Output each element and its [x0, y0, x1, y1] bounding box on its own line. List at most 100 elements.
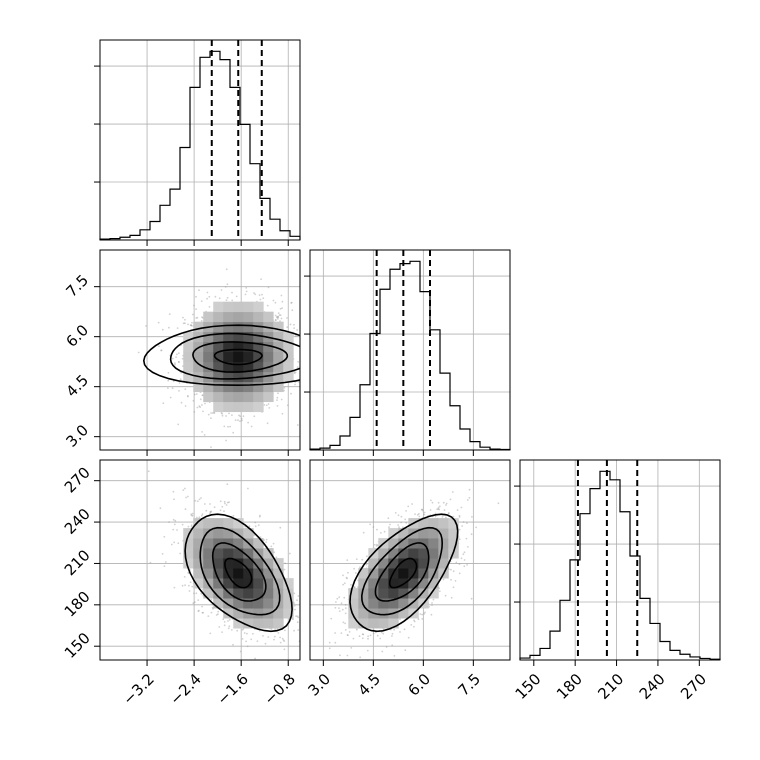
sample-point — [190, 525, 193, 528]
sample-point — [250, 425, 253, 428]
sample-point — [307, 324, 309, 326]
sample-point — [460, 557, 463, 560]
sample-point — [353, 567, 355, 570]
density-cell — [253, 598, 264, 609]
density-cell — [253, 361, 264, 373]
sample-point — [230, 629, 233, 631]
sample-point — [449, 498, 452, 501]
sample-point — [247, 421, 250, 424]
density-cell — [223, 391, 234, 403]
sample-point — [189, 581, 192, 584]
sample-point — [366, 649, 369, 652]
density-cell — [213, 528, 224, 539]
sample-point — [303, 586, 305, 588]
sample-point — [334, 632, 336, 634]
sample-point — [313, 363, 315, 365]
sample-point — [167, 371, 170, 374]
density-cell — [223, 311, 234, 323]
sample-point — [184, 508, 187, 511]
density-cell — [273, 618, 284, 629]
density-cell — [243, 568, 254, 579]
sample-point — [280, 317, 283, 320]
density-cell — [273, 588, 284, 599]
sample-point — [411, 503, 413, 505]
sample-point — [418, 512, 420, 515]
sample-point — [253, 292, 255, 294]
sample-point — [184, 487, 186, 490]
sample-point — [169, 396, 172, 399]
density-cell — [233, 558, 244, 569]
density-cell — [253, 311, 264, 323]
sample-point — [211, 412, 214, 414]
sample-point — [296, 621, 299, 624]
sample-point — [188, 584, 190, 587]
sample-point — [341, 608, 344, 611]
sample-point — [220, 289, 223, 291]
sample-point — [300, 401, 302, 403]
scatter-panel-0-1 — [94, 249, 315, 456]
sample-point — [423, 513, 426, 516]
contour-line — [192, 341, 289, 373]
sample-point — [312, 667, 314, 669]
sample-point — [179, 552, 182, 555]
density-cell — [243, 578, 254, 589]
sample-point — [221, 412, 224, 415]
sample-point — [405, 510, 407, 512]
sample-point — [184, 405, 187, 407]
density-cell — [193, 548, 204, 559]
sample-point — [201, 611, 204, 614]
density-cell — [183, 341, 194, 353]
sample-point — [447, 512, 450, 515]
sample-point — [458, 563, 461, 565]
sample-point — [376, 543, 378, 546]
contour-line — [224, 557, 253, 589]
sample-point — [404, 649, 407, 652]
sample-point — [344, 612, 347, 615]
sample-point — [184, 322, 186, 325]
sample-point — [203, 434, 206, 436]
sample-point — [430, 499, 432, 502]
density-cell — [243, 528, 254, 539]
sample-point — [369, 634, 372, 637]
density-cell — [203, 331, 214, 343]
sample-point — [187, 495, 189, 498]
sample-point — [293, 370, 296, 373]
sample-point — [418, 515, 421, 518]
density-cell — [243, 321, 254, 333]
density-cell — [223, 548, 234, 559]
density-cell — [233, 361, 244, 373]
sample-point — [184, 388, 187, 390]
sample-point — [294, 608, 296, 611]
sample-point — [442, 501, 445, 504]
density-cell — [273, 331, 284, 343]
sample-point — [219, 509, 222, 512]
sample-point — [184, 584, 187, 587]
hist-panel-0 — [94, 39, 301, 246]
sample-point — [178, 390, 180, 392]
sample-point — [466, 522, 468, 524]
density-cell — [183, 538, 194, 549]
sample-point — [174, 362, 176, 364]
sample-point — [420, 508, 423, 511]
sample-point — [380, 532, 382, 534]
density-cell — [223, 608, 234, 619]
sample-point — [258, 515, 261, 518]
sample-point — [236, 629, 239, 632]
sample-point — [301, 605, 303, 607]
sample-point — [289, 552, 291, 555]
sample-point — [231, 291, 233, 294]
density-cell — [273, 361, 284, 373]
density-cell — [183, 558, 194, 569]
sample-point — [296, 599, 298, 602]
sample-point — [193, 393, 196, 396]
density-cell — [243, 361, 254, 373]
sample-point — [198, 498, 201, 501]
sample-point — [223, 510, 225, 513]
sample-point — [447, 512, 450, 514]
sample-point — [224, 502, 226, 505]
sample-point — [226, 483, 229, 486]
sample-point — [191, 514, 194, 517]
panel-contents — [137, 268, 315, 448]
sample-point — [259, 514, 261, 517]
sample-point — [361, 633, 364, 636]
